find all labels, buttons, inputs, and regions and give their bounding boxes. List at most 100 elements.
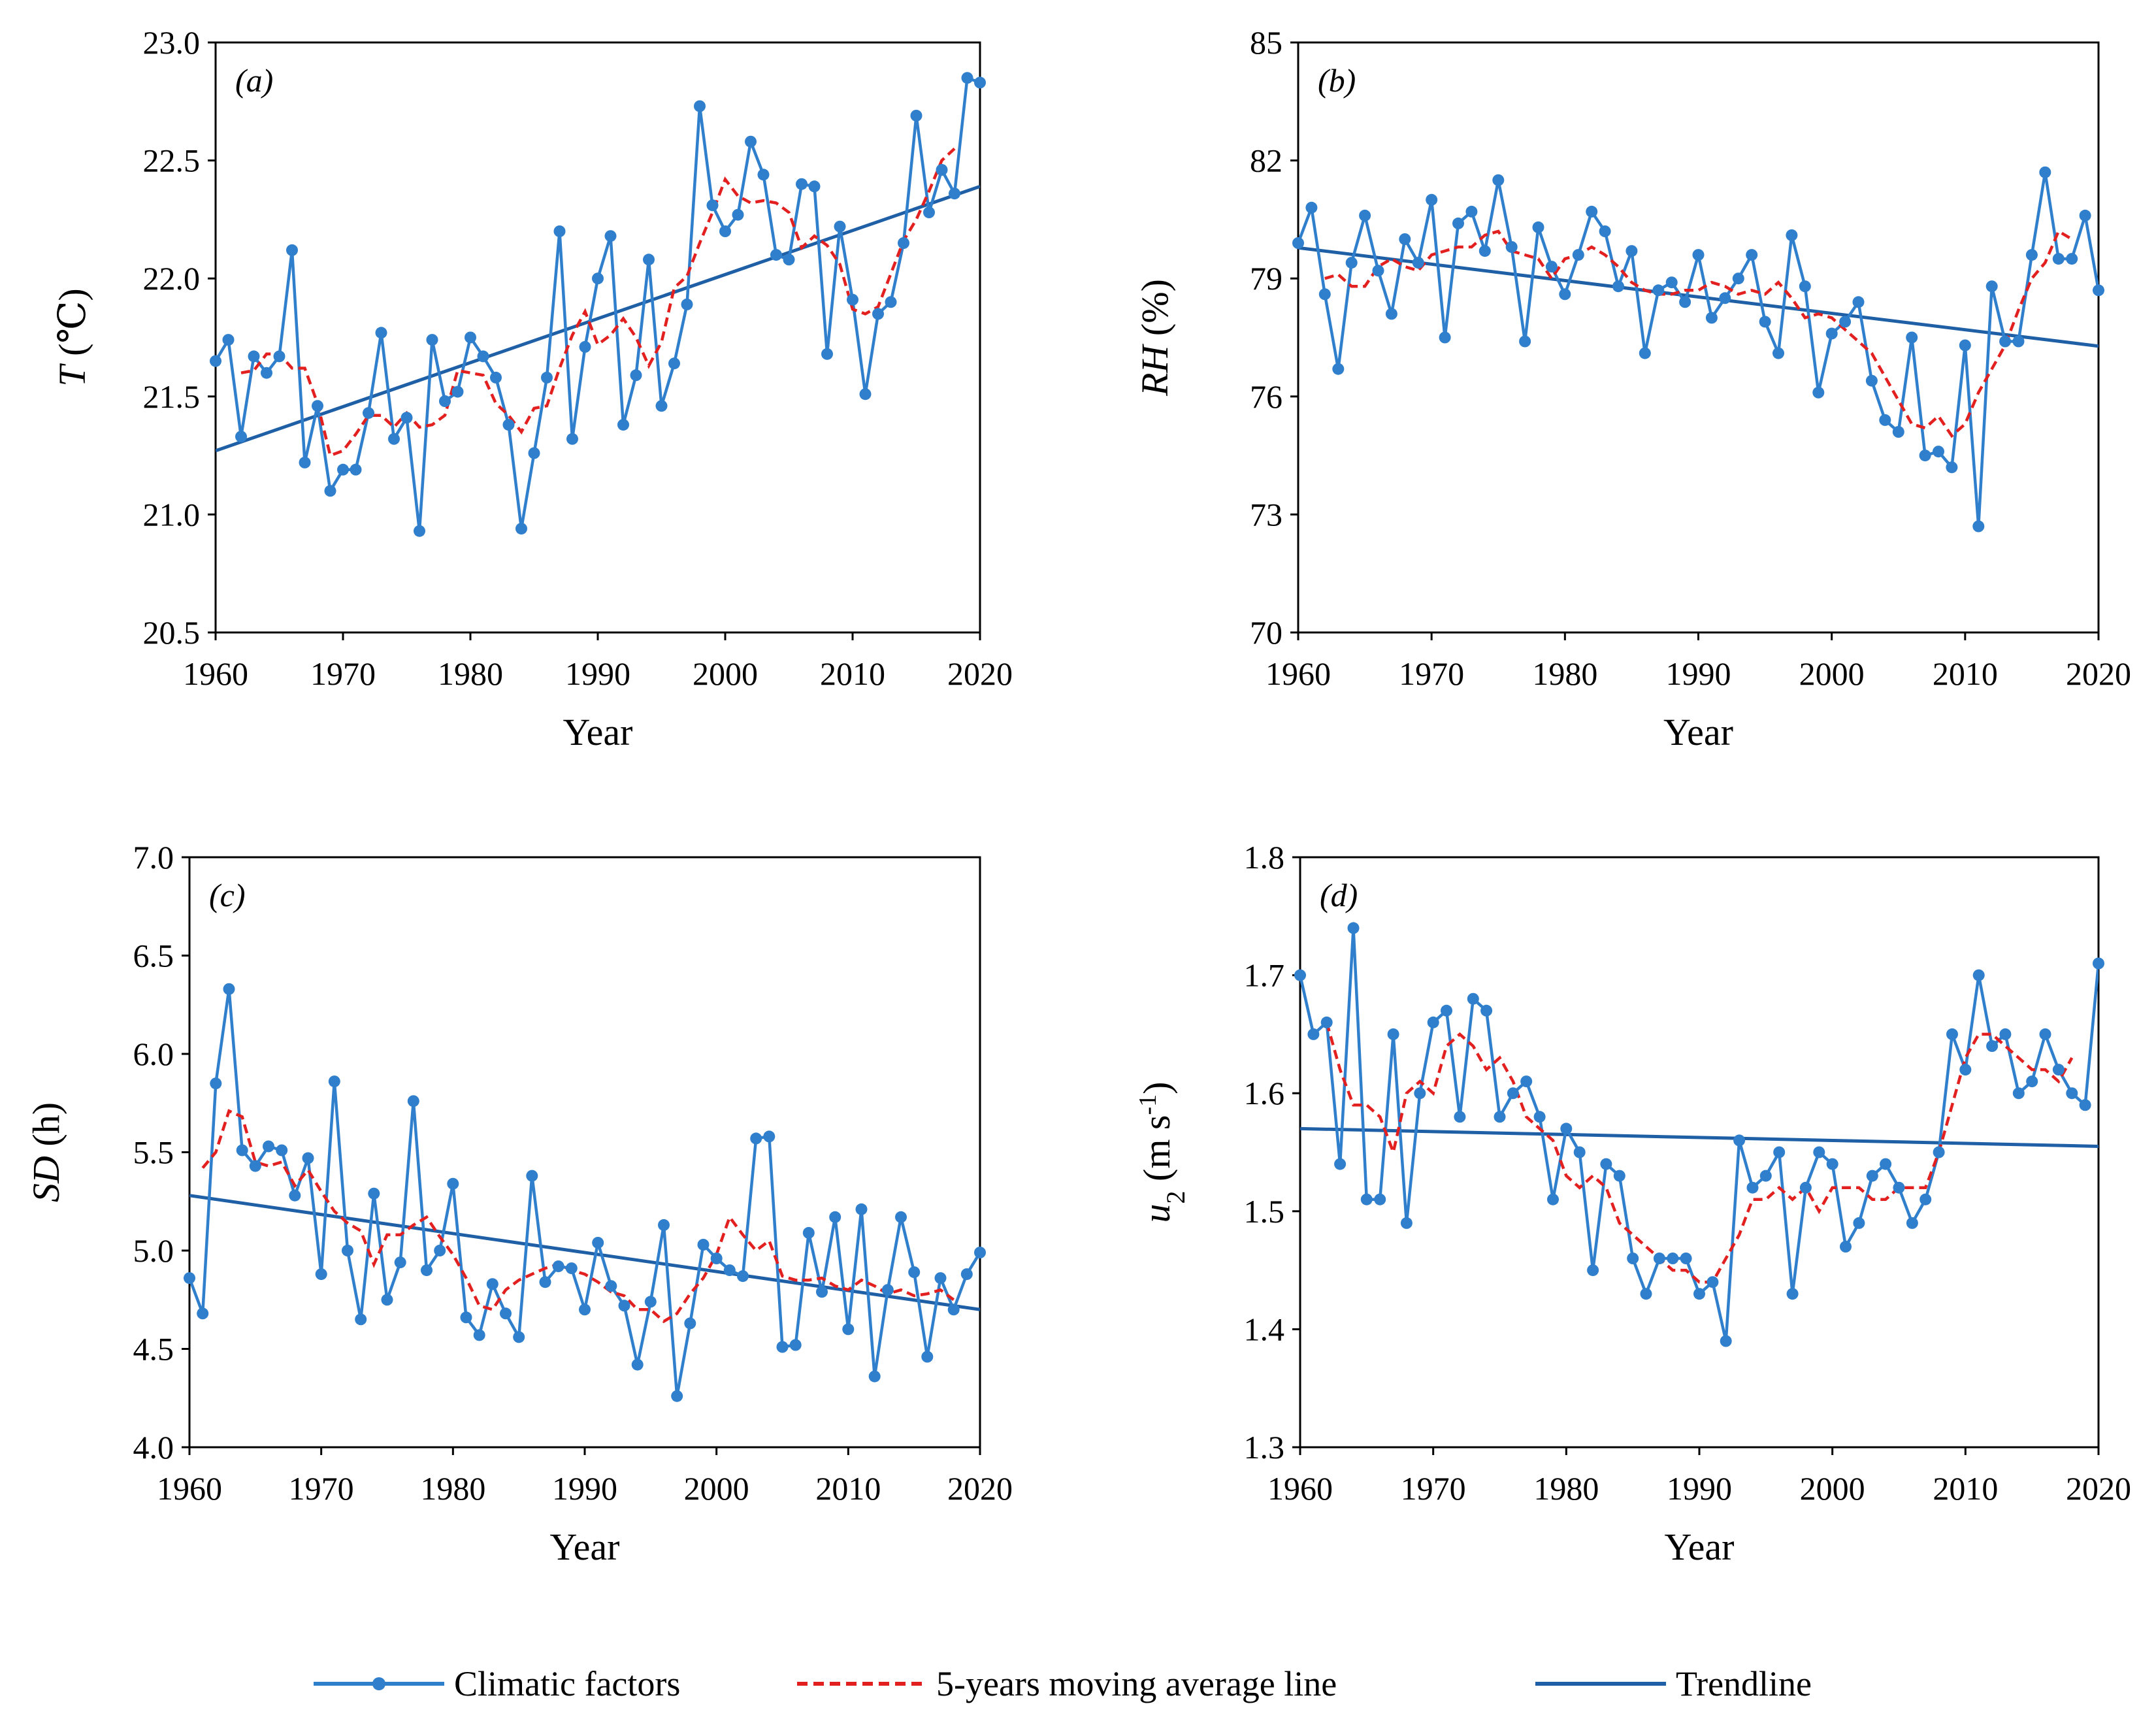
y-axis-unit: (℃) bbox=[51, 288, 93, 365]
climatic-point bbox=[1492, 174, 1505, 186]
climatic-point bbox=[502, 419, 515, 431]
climatic-point bbox=[235, 431, 247, 443]
y-tick-label: 22.5 bbox=[143, 142, 201, 179]
climatic-point bbox=[394, 1256, 406, 1269]
climatic-point bbox=[414, 525, 425, 537]
climatic-point bbox=[273, 350, 286, 363]
y-tick-label: 82 bbox=[1250, 142, 1282, 179]
climatic-point bbox=[451, 385, 464, 398]
climatic-point bbox=[1985, 280, 1998, 293]
climatic-series-line bbox=[1298, 172, 2099, 527]
x-tick-label: 1960 bbox=[1267, 1470, 1333, 1507]
climatic-point bbox=[210, 355, 221, 367]
climatic-point bbox=[1412, 257, 1424, 269]
climatic-point bbox=[592, 272, 604, 285]
climatic-point bbox=[723, 1264, 736, 1277]
climatic-point bbox=[2039, 1028, 2051, 1040]
climatic-point bbox=[834, 220, 846, 233]
climatic-point bbox=[719, 225, 731, 237]
y-axis-variable: SD bbox=[25, 1156, 67, 1202]
climatic-point bbox=[1400, 1217, 1413, 1229]
climatic-point bbox=[276, 1144, 288, 1156]
x-tick-label: 2000 bbox=[684, 1470, 749, 1507]
climatic-point bbox=[1347, 922, 1360, 934]
climatic-point bbox=[579, 1303, 591, 1316]
climatic-point bbox=[895, 1211, 907, 1223]
panel-label: (a) bbox=[235, 62, 273, 99]
climatic-point bbox=[1374, 1193, 1386, 1205]
climatic-point bbox=[802, 1226, 815, 1239]
climatic-point bbox=[1505, 241, 1518, 253]
climatic-point bbox=[1372, 265, 1384, 277]
climatic-point bbox=[1680, 1253, 1692, 1264]
y-tick-label: 20.5 bbox=[143, 614, 201, 651]
climatic-point bbox=[2093, 957, 2104, 970]
climatic-point bbox=[1852, 296, 1865, 308]
climatic-point bbox=[706, 199, 719, 212]
climatic-point bbox=[697, 1239, 710, 1251]
climatic-point bbox=[1639, 347, 1651, 359]
legend-moving-label: 5-years moving average line bbox=[936, 1664, 1337, 1703]
x-tick-label: 2020 bbox=[947, 1470, 1013, 1507]
climatic-point bbox=[1532, 221, 1544, 233]
climatic-point bbox=[592, 1237, 604, 1249]
climatic-point bbox=[223, 983, 235, 995]
y-axis-subscript: 2 bbox=[1161, 1190, 1190, 1204]
climatic-point bbox=[618, 1300, 630, 1312]
climatic-point bbox=[1679, 296, 1691, 308]
climatic-point bbox=[1826, 1158, 1838, 1170]
climatic-point bbox=[2012, 335, 2025, 348]
climatic-point bbox=[400, 412, 413, 424]
climatic-point bbox=[513, 1331, 525, 1343]
climatic-point bbox=[2025, 249, 2038, 261]
climatic-point bbox=[2079, 1099, 2091, 1111]
climatic-point bbox=[842, 1323, 855, 1336]
climatic-point bbox=[1972, 969, 1985, 981]
climatic-point bbox=[1345, 257, 1358, 269]
y-tick-label: 6.5 bbox=[133, 938, 174, 974]
y-axis-unit: (%) bbox=[1134, 279, 1176, 345]
climatic-point bbox=[1307, 1028, 1320, 1040]
x-tick-label: 1970 bbox=[310, 655, 376, 692]
climatic-point bbox=[1640, 1288, 1652, 1300]
y-tick-label: 1.6 bbox=[1244, 1075, 1285, 1111]
climatic-point bbox=[553, 225, 566, 237]
climatic-point bbox=[439, 395, 451, 407]
panel-d: 1960 1970 1980 1990 2000 2010 2020 1.3 1.4 1.5 1.6… bbox=[1134, 839, 2131, 1568]
climatic-point bbox=[1480, 1004, 1493, 1017]
x-tick-label: 2020 bbox=[947, 655, 1013, 692]
climatic-point bbox=[808, 180, 821, 193]
climatic-point bbox=[763, 1130, 776, 1143]
climatic-point bbox=[1465, 205, 1478, 218]
climatic-point bbox=[872, 308, 884, 320]
y-axis-variable: u bbox=[1135, 1204, 1178, 1222]
climatic-point bbox=[1572, 249, 1584, 261]
climatic-point bbox=[486, 1278, 498, 1290]
trendline bbox=[1300, 1126, 2099, 1148]
x-tick-label: 2020 bbox=[2066, 1470, 2131, 1507]
x-tick-label: 1990 bbox=[565, 655, 630, 692]
climatic-point bbox=[960, 1268, 973, 1281]
climatic-point bbox=[1933, 1146, 1945, 1158]
climatic-point bbox=[1959, 1064, 1972, 1076]
climatic-point bbox=[2052, 253, 2065, 265]
panel-label: (c) bbox=[209, 877, 246, 913]
climatic-point bbox=[1759, 316, 1771, 328]
climatic-point bbox=[579, 340, 591, 353]
climatic-point bbox=[1946, 1028, 1958, 1040]
climatic-point bbox=[604, 230, 617, 242]
climatic-point bbox=[910, 110, 923, 122]
climatic-point bbox=[1892, 426, 1904, 438]
climatic-point bbox=[1880, 1158, 1892, 1170]
climatic-point bbox=[1320, 1016, 1333, 1028]
climatic-point bbox=[974, 1247, 986, 1258]
climatic-point bbox=[515, 523, 527, 535]
climatic-point bbox=[1587, 1264, 1599, 1277]
climatic-point bbox=[859, 388, 872, 401]
climatic-point bbox=[1786, 229, 1798, 241]
climatic-point bbox=[1533, 1111, 1546, 1123]
trendline bbox=[216, 184, 980, 453]
climatic-point bbox=[1839, 316, 1852, 328]
climatic-point bbox=[644, 1296, 657, 1308]
climatic-point bbox=[949, 188, 960, 200]
